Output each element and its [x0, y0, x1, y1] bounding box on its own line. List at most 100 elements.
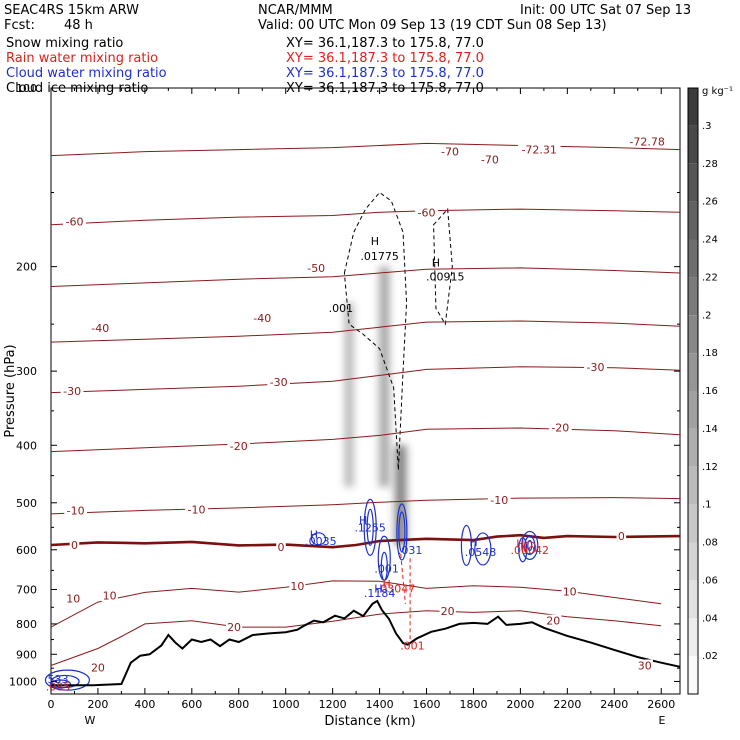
colorbar-cell — [688, 88, 698, 126]
isotherm-line — [50, 142, 681, 157]
x-tick-label: 1600 — [413, 698, 441, 711]
isotherm-label: -10 — [67, 504, 85, 517]
extremum-label: .001 — [329, 302, 354, 315]
extremum-label: .03047 — [377, 582, 416, 595]
cloud-water-contour — [524, 535, 536, 556]
isotherm-line — [50, 208, 681, 226]
isotherm-label: -30 — [587, 361, 605, 374]
colorbar-cell — [688, 163, 698, 202]
x-tick-label: 200 — [87, 698, 108, 711]
x-tick-label: 1400 — [366, 698, 394, 711]
x-tick-label: 400 — [134, 698, 155, 711]
colorbar-tick-label: .08 — [702, 538, 718, 549]
isotherm-label: -72.78 — [629, 135, 664, 148]
label-bg — [584, 360, 607, 373]
field-xy: XY= 36.1,187.3 to 175.8, 77.0 — [286, 51, 484, 66]
isotherm-label: 10 — [103, 590, 117, 603]
x-tick-label: 800 — [228, 698, 249, 711]
y-tick-label: 400 — [16, 439, 37, 452]
x-tick-label: 600 — [181, 698, 202, 711]
label-bg — [88, 322, 112, 335]
extremum-label: .00915 — [426, 271, 465, 284]
model-title: SEAC4RS 15km ARW — [4, 3, 139, 18]
isotherm-label: -50 — [307, 262, 325, 275]
colorbar-cell — [688, 125, 698, 164]
colorbar-cell — [688, 391, 698, 429]
colorbar-tick-label: .22 — [702, 272, 718, 283]
colorbar-tick-label: .18 — [702, 348, 718, 359]
isotherm-label: -30 — [63, 385, 81, 398]
isotherm-label: 0 — [618, 530, 625, 543]
extremum-label: .0035 — [305, 535, 337, 548]
colorbar-tick-label: .14 — [702, 424, 718, 435]
isotherm-label: -10 — [490, 494, 508, 507]
forecast-hours: 48 h — [64, 18, 93, 33]
isotherm-label: -40 — [91, 322, 109, 335]
colorbar-tick-label: .26 — [702, 197, 718, 208]
label-bg — [65, 592, 82, 605]
extremum-label: .1184 — [364, 587, 396, 600]
extremum-label: H — [469, 536, 477, 549]
colorbar-cell — [688, 656, 698, 694]
label-bg — [548, 421, 572, 434]
x-tick-label: 2600 — [647, 698, 675, 711]
colorbar: .3 .28 .26 .24 .22 .2 .18 .16 .14 .12 .1 .08 .06 .04.… — [687, 86, 733, 695]
extremum-label: .1255 — [354, 521, 386, 534]
isotherm-label: -30 — [270, 376, 288, 389]
colorbar-tick-label: .12 — [702, 462, 718, 473]
x-end-west: W — [85, 714, 96, 727]
cloud-water-contour — [460, 524, 473, 567]
isotherm-label: -40 — [253, 312, 271, 325]
label-bg — [69, 539, 80, 552]
extremum-label: H — [382, 578, 390, 591]
cloud-water-contour — [363, 498, 377, 556]
label-bg — [616, 530, 627, 543]
label-bg — [89, 661, 107, 674]
colorbar-cell — [688, 504, 698, 543]
x-tick-label: 1200 — [319, 698, 347, 711]
cloud-water-contour — [474, 532, 492, 566]
x-tick-label: 2200 — [553, 698, 581, 711]
colorbar-tick-label: .28 — [702, 159, 718, 170]
isotherm-line — [50, 497, 681, 515]
colorbar-cell — [688, 542, 698, 581]
y-tick-label: 200 — [16, 261, 37, 274]
snow-shading — [376, 266, 393, 487]
field-label: Cloud water mixing ratio — [6, 66, 167, 81]
snow-shading — [391, 445, 410, 546]
extremum-label: H — [432, 257, 440, 270]
colorbar-tick-label: .04 — [702, 613, 718, 624]
isotherm-label: 0 — [71, 539, 78, 552]
label-bg — [250, 311, 274, 324]
extremum-label: H — [371, 235, 379, 248]
extremum-label: .01775 — [360, 250, 399, 263]
colorbar-cell — [688, 618, 698, 657]
cloud-water-contour — [49, 679, 71, 689]
label-bg — [438, 145, 462, 158]
colorbar-tick-label: .06 — [702, 575, 718, 586]
valid-time: Valid: 00 UTC Mon 09 Sep 13 (19 CDT Sun … — [258, 18, 607, 33]
x-end-east: E — [659, 714, 666, 727]
colorbar-tick-label: .24 — [702, 235, 718, 246]
colorbar-tick-label: .16 — [702, 386, 718, 397]
y-tick-label: 700 — [16, 584, 37, 597]
isotherm-label: -20 — [551, 421, 569, 434]
label-bg — [304, 261, 328, 274]
extremum-label: .001 — [400, 640, 425, 653]
isotherm-line — [50, 533, 681, 549]
isotherm-label: 20 — [546, 615, 560, 628]
cloud-water-contour — [380, 551, 388, 582]
rain-contour — [400, 553, 406, 604]
cloud-water-contour — [527, 539, 533, 552]
label-bg — [487, 494, 511, 507]
isotherm-line — [50, 320, 681, 343]
y-tick-label: 600 — [16, 544, 37, 557]
x-tick-label: 0 — [48, 698, 55, 711]
colorbar-cell — [688, 353, 698, 391]
x-tick-label: 1800 — [459, 698, 487, 711]
field-xy: XY= 36.1,187.3 to 175.8, 77.0 — [286, 36, 484, 51]
x-tick-label: 1000 — [272, 698, 300, 711]
colorbar-cell — [688, 428, 698, 467]
isotherm-line — [50, 610, 662, 666]
cloud-water-contour — [44, 669, 91, 691]
